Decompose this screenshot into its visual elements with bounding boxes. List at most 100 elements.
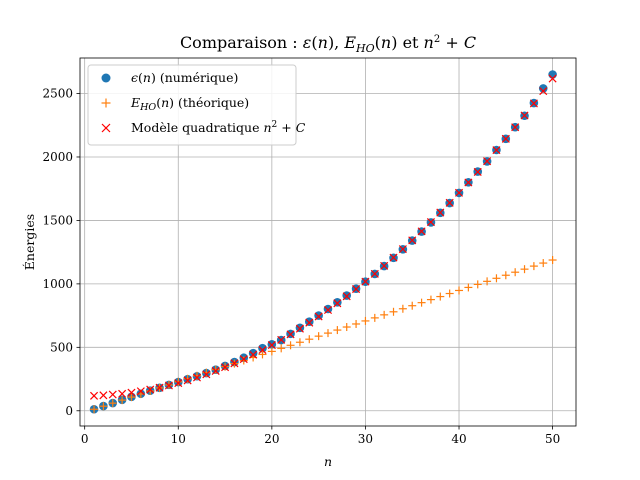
point-quadratique (454, 188, 464, 197)
point-quadratique (352, 285, 361, 294)
point-quadratique (417, 227, 426, 236)
point-theorique (295, 338, 304, 347)
point-theorique (99, 402, 108, 411)
point-quadratique (277, 335, 286, 344)
point-theorique (455, 286, 464, 295)
point-quadratique (333, 299, 342, 308)
point-quadratique (108, 390, 117, 399)
point-theorique (333, 326, 342, 335)
point-theorique (539, 259, 548, 268)
x-tick-label: 0 (81, 432, 89, 446)
point-quadratique (398, 245, 407, 254)
y-tick-label: 500 (50, 340, 73, 354)
point-quadratique (548, 74, 557, 83)
y-tick-label: 0 (65, 404, 73, 418)
point-quadratique (155, 383, 164, 392)
x-tick-label: 20 (264, 432, 279, 446)
point-theorique (464, 283, 473, 292)
x-tick-label: 50 (545, 432, 560, 446)
point-theorique (426, 295, 435, 304)
point-theorique (436, 292, 445, 301)
point-theorique (417, 298, 426, 307)
point-quadratique (230, 359, 239, 368)
point-numerique (248, 348, 258, 358)
grid (80, 58, 576, 426)
point-theorique (520, 265, 529, 274)
point-quadratique (426, 218, 435, 227)
point-theorique (352, 319, 361, 328)
point-quadratique (529, 99, 538, 108)
point-numerique (548, 70, 557, 79)
point-quadratique (408, 236, 417, 245)
point-quadratique (192, 373, 202, 382)
point-theorique (239, 356, 248, 365)
series-layer (89, 70, 557, 414)
point-quadratique (221, 363, 230, 372)
point-quadratique (436, 208, 445, 217)
point-theorique (483, 277, 492, 286)
point-quadratique (295, 324, 304, 333)
point-theorique (389, 307, 398, 316)
point-theorique (305, 335, 314, 344)
legend-marker-theorique (101, 98, 111, 108)
point-quadratique (239, 355, 248, 364)
point-quadratique (445, 198, 454, 207)
point-theorique (511, 268, 520, 277)
point-theorique (258, 350, 267, 359)
point-theorique (370, 313, 379, 322)
point-numerique (304, 317, 314, 326)
point-quadratique (99, 391, 108, 400)
x-axis-label: n (324, 454, 332, 469)
point-quadratique (305, 318, 314, 327)
point-quadratique (370, 269, 379, 278)
point-quadratique (342, 292, 351, 301)
point-quadratique (389, 253, 398, 262)
point-numerique (323, 304, 333, 314)
x-tick-label: 10 (171, 432, 186, 446)
point-quadratique (323, 305, 333, 315)
point-quadratique (164, 381, 173, 390)
point-theorique (202, 368, 211, 377)
point-theorique (473, 280, 482, 289)
point-quadratique (211, 366, 220, 375)
legend-label-quadratique: Modèle quadratique n2 + C (131, 120, 306, 135)
y-tick-label: 1500 (42, 213, 73, 227)
point-quadratique (520, 111, 529, 120)
series-quadratique (90, 74, 557, 400)
point-theorique (548, 256, 557, 265)
point-theorique (342, 323, 351, 332)
point-theorique (183, 374, 192, 383)
point-theorique (492, 274, 501, 283)
point-quadratique (258, 345, 267, 355)
point-quadratique (380, 261, 389, 270)
point-theorique (267, 347, 276, 356)
y-tick-label: 1000 (42, 277, 73, 291)
point-theorique (277, 344, 286, 353)
point-theorique (408, 301, 417, 310)
point-quadratique (511, 123, 520, 132)
point-theorique (324, 329, 332, 338)
chart-title: Comparaison : ε(n), EHO(n) et n2 + C (180, 33, 476, 55)
point-quadratique (464, 178, 473, 187)
point-numerique (258, 343, 267, 353)
point-quadratique (539, 87, 548, 96)
x-tick-label: 30 (358, 432, 373, 446)
point-theorique (211, 365, 220, 374)
plot-frame (79, 57, 577, 427)
point-quadratique (492, 146, 501, 155)
point-numerique (333, 297, 342, 307)
point-numerique (314, 311, 323, 320)
point-numerique (295, 323, 305, 333)
legend-box (87, 64, 297, 146)
legend-label-theorique: EHO(n) (théorique) (130, 95, 249, 113)
point-theorique (380, 310, 389, 319)
point-theorique (529, 262, 538, 271)
legend-marker-quadratique (101, 123, 111, 133)
y-tick-label: 2500 (42, 87, 73, 101)
point-quadratique (286, 330, 295, 339)
point-theorique (286, 341, 295, 350)
point-quadratique (146, 385, 155, 394)
point-quadratique (501, 134, 510, 143)
point-theorique (314, 332, 323, 341)
point-quadratique (267, 341, 276, 350)
